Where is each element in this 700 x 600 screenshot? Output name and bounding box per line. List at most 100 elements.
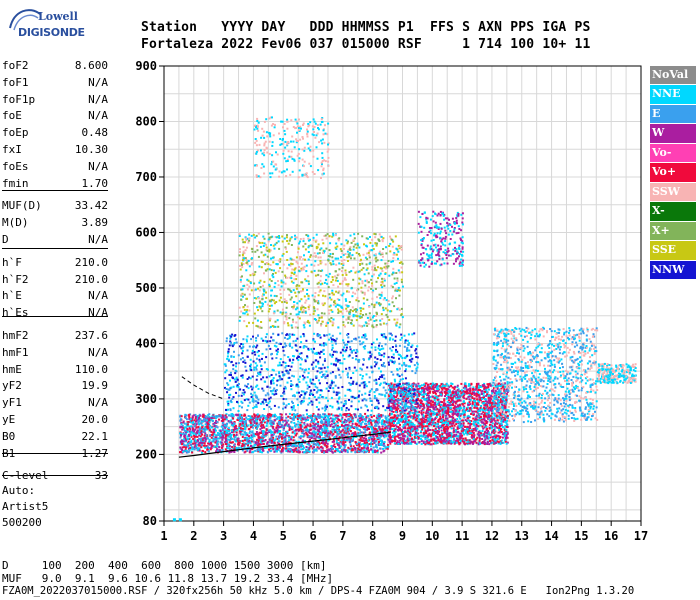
echo-point <box>261 435 264 438</box>
echo-point <box>360 431 363 434</box>
echo-point <box>216 449 219 452</box>
echo-point <box>374 449 376 452</box>
echo-point <box>197 426 200 428</box>
echo-point <box>232 450 235 453</box>
param-value: 19.9 <box>81 379 109 393</box>
echo-point <box>237 413 240 416</box>
echo-point <box>376 446 378 449</box>
echo-point <box>302 418 305 421</box>
echo-point <box>369 434 372 437</box>
echo-point <box>275 417 278 420</box>
echo-point <box>363 446 366 449</box>
echo-point <box>255 427 258 430</box>
echo-point <box>428 387 431 390</box>
echo-point <box>225 416 228 419</box>
echo-point <box>187 450 190 453</box>
echo-point <box>331 434 334 437</box>
echo-point <box>298 417 301 420</box>
echo-point <box>309 414 312 417</box>
echo-point <box>358 428 361 431</box>
echo-point <box>362 443 365 445</box>
echo-point <box>232 417 235 420</box>
echo-point <box>456 389 459 392</box>
echo-point <box>248 437 251 440</box>
echo-point <box>440 429 443 432</box>
echo-point <box>486 393 489 396</box>
echo-point <box>448 399 450 402</box>
echo-point <box>193 425 196 428</box>
x-tick-label: 14 <box>544 529 558 543</box>
echo-point <box>291 449 294 451</box>
echo-point <box>447 432 450 435</box>
echo-point <box>301 451 304 454</box>
echo-point <box>295 428 298 431</box>
echo-point <box>489 403 492 406</box>
param-label: hmE <box>2 362 22 376</box>
echo-point <box>200 441 203 444</box>
echo-point <box>489 384 492 387</box>
echo-point <box>227 435 230 438</box>
echo-point <box>337 433 340 436</box>
echo-point <box>397 425 400 428</box>
echo-point <box>321 420 324 423</box>
echo-point <box>340 414 343 417</box>
echo-point <box>284 432 287 435</box>
echo-point <box>363 451 366 454</box>
echo-point <box>419 399 422 402</box>
echo-point <box>276 441 279 444</box>
echo-point <box>282 428 285 431</box>
echo-point <box>300 448 303 451</box>
x-tick-label: 8 <box>369 529 376 543</box>
echo-point <box>422 417 425 420</box>
echo-point <box>238 417 240 420</box>
echo-point <box>273 450 276 453</box>
echo-point <box>378 440 380 443</box>
echo-point <box>435 416 438 418</box>
echo-point <box>294 445 297 448</box>
echo-point <box>281 416 284 419</box>
echo-point <box>186 435 189 438</box>
echo-point <box>292 444 295 447</box>
param-value: 237.6 <box>74 329 108 342</box>
echo-point <box>253 420 256 423</box>
echo-point <box>251 440 253 443</box>
echo-point <box>432 382 435 385</box>
echo-point <box>407 412 410 415</box>
echo-point <box>347 430 350 433</box>
echo-point <box>350 414 353 417</box>
echo-point <box>198 444 201 447</box>
echo-point <box>255 414 258 417</box>
echo-point <box>232 430 235 433</box>
echo-point <box>357 441 360 444</box>
echo-point <box>182 440 185 443</box>
echo-point <box>181 433 183 436</box>
echo-point <box>375 416 378 419</box>
echo-point <box>331 440 334 443</box>
echo-point <box>180 434 182 437</box>
echo-point <box>288 444 291 447</box>
param-row: h`F2 210.0 <box>2 272 108 289</box>
logo-lowell: Lowell <box>38 10 78 23</box>
echo-point <box>491 406 494 409</box>
echo-point <box>280 436 283 439</box>
echo-point <box>193 430 196 433</box>
echo-point <box>314 418 316 421</box>
echo-point <box>368 431 371 434</box>
echo-point <box>388 432 391 435</box>
x-tick-label: 16 <box>604 529 618 543</box>
echo-point <box>210 436 213 439</box>
echo-point <box>276 446 279 448</box>
digisonde-logo: Lowell DIGISONDE <box>6 4 85 40</box>
echo-point <box>420 387 423 389</box>
echo-point <box>441 422 444 425</box>
echo-point <box>222 428 225 431</box>
echo-point <box>481 418 483 421</box>
echo-point <box>374 434 377 437</box>
echo-point <box>227 432 230 435</box>
echo-point <box>324 434 327 437</box>
echo-point <box>339 413 342 416</box>
echo-point <box>371 450 374 453</box>
echo-point <box>201 449 204 452</box>
echo-point <box>216 443 218 446</box>
echo-point <box>366 428 369 431</box>
